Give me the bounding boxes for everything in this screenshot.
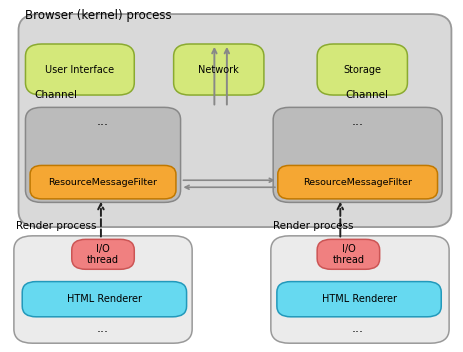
FancyBboxPatch shape — [277, 282, 441, 317]
Text: ...: ... — [351, 115, 363, 128]
FancyBboxPatch shape — [174, 44, 264, 95]
FancyBboxPatch shape — [30, 165, 176, 199]
FancyBboxPatch shape — [278, 165, 438, 199]
Text: ...: ... — [351, 322, 363, 335]
Text: I/O
thread: I/O thread — [87, 244, 119, 265]
Text: ...: ... — [97, 322, 109, 335]
Text: ResourceMessageFilter: ResourceMessageFilter — [303, 178, 412, 187]
FancyBboxPatch shape — [271, 236, 449, 343]
Text: Render process: Render process — [16, 221, 97, 231]
FancyBboxPatch shape — [72, 239, 134, 269]
Text: Network: Network — [198, 64, 239, 75]
Text: Channel: Channel — [35, 90, 78, 100]
Text: Channel: Channel — [345, 90, 388, 100]
FancyBboxPatch shape — [317, 239, 380, 269]
Text: ...: ... — [97, 115, 109, 128]
FancyBboxPatch shape — [273, 107, 442, 202]
FancyBboxPatch shape — [25, 44, 134, 95]
FancyBboxPatch shape — [25, 107, 181, 202]
Text: Render process: Render process — [273, 221, 354, 231]
Text: User Interface: User Interface — [45, 64, 114, 75]
Text: I/O
thread: I/O thread — [332, 244, 364, 265]
Text: ResourceMessageFilter: ResourceMessageFilter — [49, 178, 157, 187]
FancyBboxPatch shape — [14, 236, 192, 343]
Text: HTML Renderer: HTML Renderer — [67, 294, 142, 304]
Text: Browser (kernel) process: Browser (kernel) process — [25, 9, 172, 22]
FancyBboxPatch shape — [19, 14, 451, 227]
FancyBboxPatch shape — [317, 44, 407, 95]
Text: Storage: Storage — [343, 64, 382, 75]
FancyBboxPatch shape — [22, 282, 187, 317]
Text: HTML Renderer: HTML Renderer — [322, 294, 396, 304]
